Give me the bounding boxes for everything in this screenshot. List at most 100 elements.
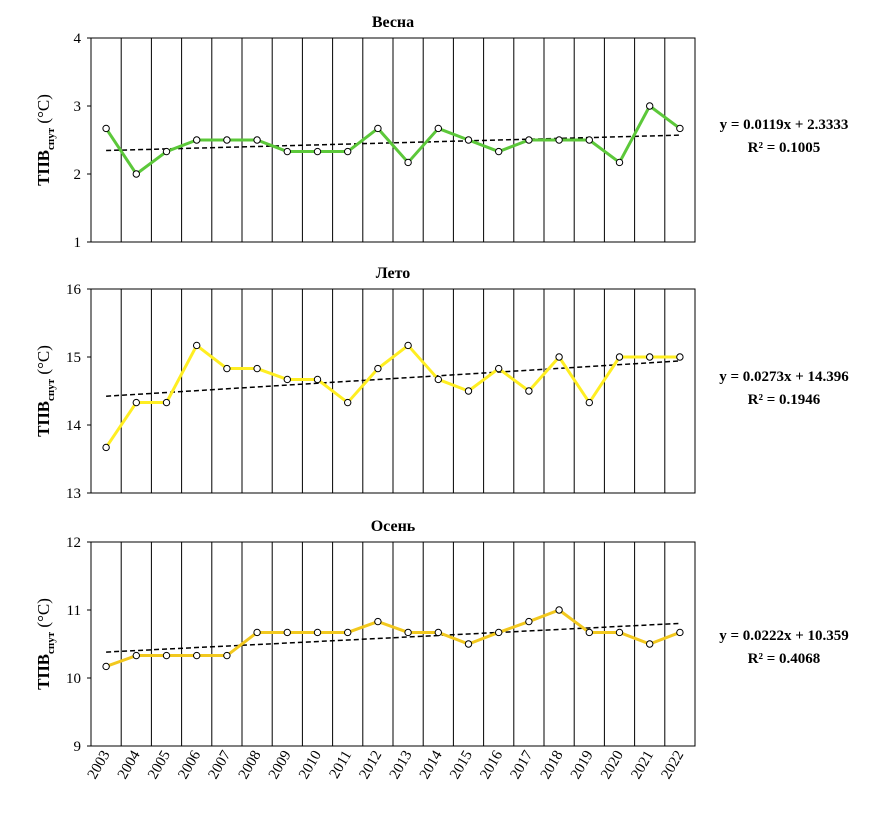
y-axis-label-main: ТПВ [34, 654, 53, 690]
x-tick-label: 2003 [85, 748, 114, 782]
y-tick-label: 4 [74, 31, 82, 47]
data-point [374, 617, 382, 626]
data-point [646, 353, 654, 361]
y-tick-label: 13 [66, 486, 81, 502]
data-point [344, 628, 352, 637]
x-tick-label: 2012 [357, 748, 386, 782]
data-point [223, 136, 231, 144]
trend-r2: R² = 0.1946 [748, 392, 821, 408]
data-point [434, 124, 442, 133]
data-point [525, 617, 533, 626]
data-point [132, 170, 141, 178]
x-tick-label: 2006 [175, 748, 204, 782]
x-tick-label: 2011 [327, 748, 356, 782]
chart-title: Весна [372, 14, 414, 31]
data-point [555, 136, 563, 144]
x-tick-label: 2017 [508, 748, 537, 782]
data-point [555, 606, 563, 614]
data-point [313, 375, 322, 384]
data-point [313, 628, 322, 637]
data-point [313, 147, 322, 156]
data-point [495, 364, 503, 373]
series-line [104, 343, 680, 449]
data-point [404, 158, 412, 167]
y-tick-label: 16 [66, 282, 82, 298]
y-tick-label: 14 [66, 418, 82, 434]
y-axis-label-unit: (°C) [34, 598, 53, 632]
x-tick-label: 2005 [145, 748, 174, 782]
data-point [162, 398, 171, 407]
data-point [193, 136, 201, 144]
y-tick-label: 9 [74, 739, 82, 755]
data-point [132, 651, 141, 660]
y-axis-label-subscript: спут [45, 378, 57, 401]
x-tick-label: 2010 [296, 748, 325, 782]
x-tick-label: 2022 [659, 748, 688, 782]
data-point [464, 387, 473, 395]
data-point [676, 628, 684, 637]
data-point [132, 398, 141, 407]
y-axis-label: ТПВспут (°C) [34, 345, 57, 437]
x-tick-label: 2004 [115, 748, 144, 782]
y-axis-label: ТПВспут (°C) [34, 598, 57, 690]
data-point [374, 124, 382, 133]
data-point [615, 353, 624, 361]
y-axis-label-subscript: спут [45, 631, 57, 654]
series-line [104, 104, 681, 176]
chart-title: Лето [376, 265, 411, 282]
data-point [344, 398, 352, 407]
y-axis-label: ТПВспут (°C) [34, 94, 57, 186]
data-point [253, 136, 261, 144]
panel-3: Осень 9 10 11 12 ТПВспут (°C) y = 0.0222x + 10… [34, 518, 849, 755]
x-tick-label: 2019 [568, 748, 597, 782]
data-point [615, 628, 624, 637]
data-point [102, 124, 110, 133]
data-point [434, 628, 442, 637]
data-point [464, 640, 473, 648]
data-point [223, 364, 231, 373]
data-point [344, 147, 352, 156]
data-point [283, 628, 291, 637]
x-tick-label: 2016 [477, 748, 506, 782]
trend-r2: R² = 0.1005 [748, 140, 821, 156]
y-tick-label: 15 [66, 350, 81, 366]
y-tick-label: 2 [74, 167, 82, 183]
data-point [102, 443, 110, 452]
y-tick-label: 1 [74, 235, 82, 251]
y-axis-label-unit: (°C) [34, 345, 53, 379]
data-point [495, 628, 503, 637]
y-tick-label: 11 [67, 603, 81, 619]
data-point [253, 628, 261, 637]
data-point [585, 628, 593, 637]
data-point [162, 147, 171, 156]
data-point [525, 136, 533, 144]
x-tick-label: 2018 [538, 748, 567, 782]
panel-2: Лето 13 14 15 16 ТПВспут (°C) y = 0.0273x + 14… [34, 265, 849, 502]
data-point [615, 158, 624, 167]
x-tick-label: 2013 [387, 748, 416, 782]
trend-r2: R² = 0.4068 [748, 651, 821, 667]
data-point [253, 364, 261, 373]
trend-equation: y = 0.0222x + 10.359 [719, 628, 849, 644]
trend-equation: y = 0.0119x + 2.3333 [720, 117, 849, 133]
data-point [374, 364, 382, 373]
data-point [223, 651, 231, 660]
data-point [102, 662, 110, 671]
x-tick-label: 2009 [266, 748, 295, 782]
data-point [193, 341, 201, 350]
data-point [646, 102, 654, 110]
data-point [404, 341, 412, 350]
data-point [585, 398, 593, 407]
y-axis-label-unit: (°C) [34, 94, 53, 128]
panel-1: Весна 1 2 3 4 ТПВспут (°C) y = 0.0119x + 2.333… [34, 14, 848, 251]
x-tick-label: 2008 [236, 748, 265, 782]
data-point [162, 651, 171, 660]
trend-equation: y = 0.0273x + 14.396 [719, 369, 849, 385]
x-tick-label: 2021 [628, 748, 657, 782]
x-tick-label: 2007 [206, 748, 235, 782]
data-point [585, 136, 593, 144]
y-axis-label-subscript: спут [45, 127, 57, 150]
data-point [404, 628, 412, 637]
